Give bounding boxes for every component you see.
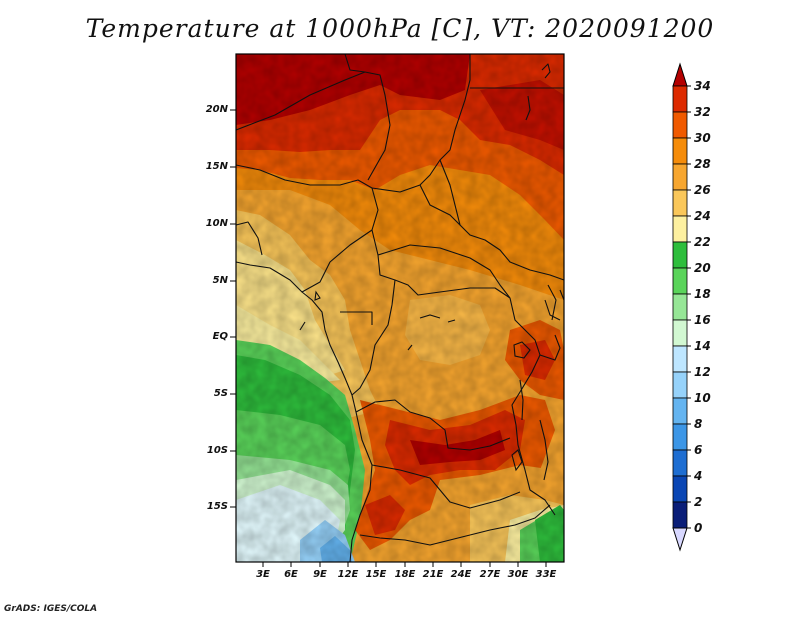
colorbar [672,62,691,552]
lon-ticks [262,562,547,567]
colorbar-label: 4 [694,469,703,483]
colorbar-swatch [672,267,688,295]
lat-label: 20N [205,104,228,115]
colorbar-arrow-min [672,527,688,552]
lat-label: 15S [206,501,228,512]
lon-label: 9E [313,569,327,580]
lon-label: 27E [479,569,501,580]
colorbar-swatch [672,371,688,399]
colorbar-label: 20 [694,261,711,275]
colorbar-label: 2 [694,495,703,509]
colorbar-label: 6 [694,443,703,457]
lakes [299,290,549,481]
lon-label: 12E [337,569,359,580]
colorbar-label: 18 [694,287,711,301]
colorbar-swatch [672,475,688,503]
lat-label: 10N [205,218,228,229]
colorbar-swatch [672,215,688,243]
colorbar-swatch [672,163,688,191]
colorbar-label: 30 [694,131,711,145]
colorbar-swatch [672,293,688,321]
temperature-field [236,54,564,562]
colorbar-label: 16 [694,313,711,327]
lat-ticks [230,109,236,508]
colorbar-swatch [672,189,688,217]
colorbar-swatch [672,449,688,477]
lon-label: 15E [365,569,387,580]
map-frame [235,53,565,563]
lon-label: 33E [535,569,557,580]
lon-label: 30E [507,569,529,580]
credit-text: GrADS: IGES/COLA [4,604,98,614]
lat-label: 5S [213,388,228,399]
lat-label: 10S [206,445,228,456]
colorbar-label: 14 [694,339,711,353]
colorbar-swatch [672,137,688,165]
lon-label: 3E [256,569,270,580]
colorbar-swatch [672,397,688,425]
lon-label: 6E [284,569,298,580]
colorbar-arrow-max [672,62,688,87]
lat-label: 15N [205,161,228,172]
colorbar-label: 0 [694,521,703,535]
colorbar-swatch [672,319,688,347]
colorbar-swatch [672,241,688,269]
colorbar-swatch [672,111,688,139]
colorbar-label: 22 [694,235,711,249]
colorbar-swatch [672,85,688,113]
lon-label: 24E [450,569,472,580]
colorbar-label: 26 [694,183,711,197]
colorbar-label: 24 [694,209,711,223]
map-title: Temperature at 1000hPa [C], VT: 20200912… [85,14,715,43]
colorbar-swatch [672,501,688,529]
lon-label: 18E [394,569,416,580]
colorbar-label: 34 [694,79,711,93]
colorbar-label: 10 [694,391,711,405]
colorbar-swatch [672,345,688,373]
lat-label: 5N [212,275,228,286]
lat-label: EQ [212,331,228,342]
colorbar-swatch [672,423,688,451]
colorbar-label: 12 [694,365,711,379]
colorbar-label: 8 [694,417,703,431]
colorbar-label: 32 [694,105,711,119]
lon-label: 21E [422,569,444,580]
colorbar-label: 28 [694,157,711,171]
country-borders [235,53,565,563]
